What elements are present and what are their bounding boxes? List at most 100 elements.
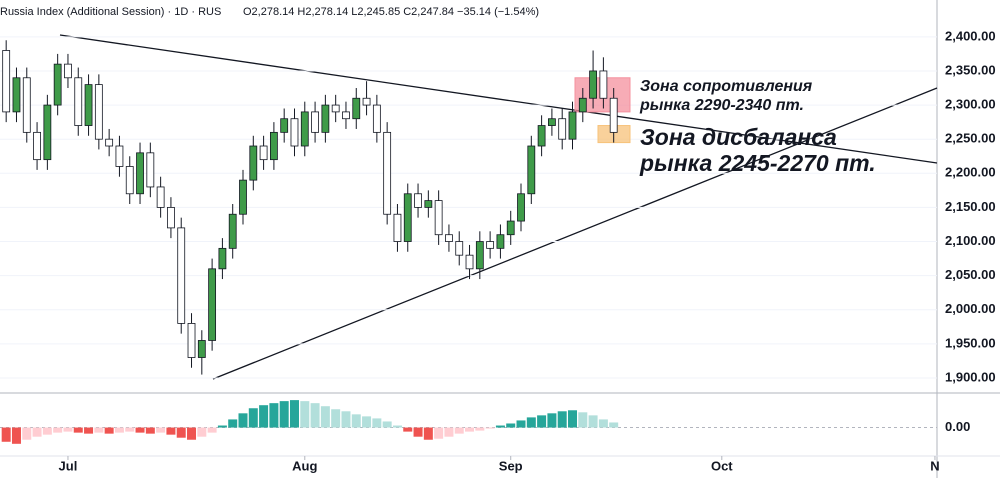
histogram-bar [516,420,526,428]
candle-body [537,125,546,147]
histogram-bar [156,427,166,433]
candle-body [445,234,453,242]
histogram-bar [53,427,63,433]
candle-body [12,77,21,113]
histogram-bar [465,427,475,432]
y-tick-label: 2,100.00 [945,233,996,248]
y-tick-label: 2,050.00 [945,267,996,282]
histogram-bar [351,414,361,428]
histogram-bar [588,415,598,428]
histogram-bar [94,427,104,433]
x-tick-label: N [930,458,939,473]
y-tick-label: 2,350.00 [945,62,996,77]
histogram-bar [537,415,547,428]
candle-body [187,323,196,358]
candle-body [2,50,11,113]
chart-title: Russia Index (Additional Session) · 1D ·… [0,6,221,18]
x-tick-label: Oct [711,458,733,473]
candle-body [311,111,319,133]
histogram-bar [73,427,83,433]
histogram-bar [547,413,557,428]
candle-body [74,77,83,126]
candle-body [383,131,392,215]
histogram-bar [382,421,392,428]
histogram-bar [567,410,577,428]
candle-body [167,207,175,229]
candle-body [609,97,618,133]
candle-body [331,104,340,113]
y-tick-label: 1,950.00 [945,335,996,350]
candle-body [249,145,258,181]
histogram-bar [506,423,516,428]
candle-body [506,220,515,236]
y-tick-label: 1,900.00 [945,369,996,384]
histogram-bar [444,427,454,437]
histogram-bar [578,412,588,428]
histogram-bar [495,425,505,428]
candle-body [208,268,217,341]
candle-body [269,131,278,161]
y-tick-label: 2,300.00 [945,97,996,112]
histogram-bar [42,427,52,435]
histogram-bar [135,427,145,433]
histogram-bar [248,408,258,428]
x-tick-label: Aug [292,458,317,473]
histogram-bar [1,427,11,442]
candle-body [558,118,567,140]
candle-body [33,131,41,161]
candle-body [362,97,371,106]
candle-body [475,241,484,270]
histogram-bar [403,427,413,432]
histogram-bar [84,427,94,434]
histogram-bar [207,427,217,433]
zone-label: Зона дисбаланса [640,124,837,150]
y-tick-label: 2,000.00 [945,301,996,316]
histogram-bar [104,427,114,434]
candle-body [290,118,299,147]
x-tick-label: Jul [59,458,78,473]
y-tick-label: 0.00 [945,419,970,434]
candle-body [548,118,556,126]
histogram-bar [217,425,227,428]
histogram-bar [238,413,248,428]
y-tick-label: 2,400.00 [945,28,996,43]
histogram-bar [362,416,372,428]
candle-body [342,111,350,120]
histogram-bar [22,427,32,440]
candle-body [177,227,186,324]
candle-body [125,166,134,195]
histogram-bar [341,411,351,428]
histogram-bar [166,427,176,435]
histogram-bar [114,427,124,433]
candle-body [146,152,155,188]
candle-body [197,340,206,358]
histogram-bar [485,427,495,429]
histogram-bar [392,425,402,428]
candle-body [465,254,474,270]
candle-body [372,104,381,133]
candle-body [414,193,422,208]
candle-body [64,63,72,79]
zone-label: рынка 2245-2270 пт. [639,150,876,176]
candle-body [218,247,227,270]
trendline [59,34,938,164]
candle-body [84,84,93,126]
histogram-bar [289,400,299,428]
candle-body [352,97,361,120]
histogram-bar [372,418,382,428]
candle-body [115,145,124,167]
candle-body [228,213,237,249]
histogram-bar [598,419,608,428]
histogram-bar [259,405,269,428]
x-tick-label: Sep [499,458,523,473]
zone-label: рынка 2290-2340 пт. [639,97,804,114]
y-tick-label: 2,200.00 [945,165,996,180]
histogram-bar [279,401,289,428]
histogram-bar [197,427,207,437]
candle-body [527,145,536,195]
histogram-bar [125,427,135,432]
ohlc-legend: O2,278.14 H2,278.14 L2,245.85 C2,247.84 … [243,6,539,18]
candle-body [455,241,464,256]
histogram-bar [454,427,464,434]
